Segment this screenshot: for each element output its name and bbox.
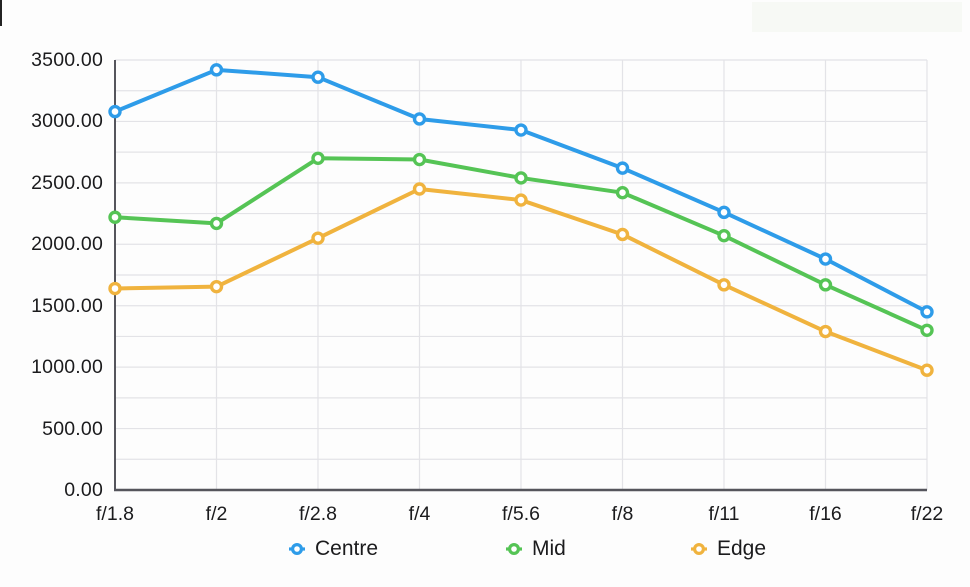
x-tick-label: f/5.6 xyxy=(502,503,540,525)
y-tick-label: 0.00 xyxy=(64,479,103,501)
data-point-edge-f-1-8 xyxy=(108,281,122,296)
data-point-mid-f-11 xyxy=(717,228,731,243)
legend-item-edge: Edge xyxy=(690,537,766,561)
data-point-mid-f-2 xyxy=(209,216,224,231)
legend-item-mid: Mid xyxy=(505,537,566,561)
x-tick-label: f/4 xyxy=(408,503,431,525)
data-point-edge-f-8 xyxy=(615,227,630,242)
y-tick-label: 1000.00 xyxy=(31,356,103,379)
y-tick-label: 1500.00 xyxy=(31,294,103,317)
x-tick-label: f/2 xyxy=(205,503,228,525)
legend-item-centre: Centre xyxy=(288,537,378,561)
x-tick-label: f/11 xyxy=(708,503,740,525)
data-point-centre-f-5-6 xyxy=(514,123,528,137)
screen-edge-artifact xyxy=(0,0,2,26)
data-point-centre-f-2-8 xyxy=(311,70,325,84)
legend-marker-icon xyxy=(506,542,522,556)
legend-marker-icon xyxy=(691,542,707,556)
data-point-centre-f-16 xyxy=(818,252,833,266)
legend-label: Centre xyxy=(315,537,379,560)
legend-marker-icon xyxy=(289,542,305,556)
y-tick-label: 2500.00 xyxy=(31,171,103,194)
legend-label: Edge xyxy=(717,537,767,560)
data-point-centre-f-22 xyxy=(920,305,934,319)
y-tick-label: 2000.00 xyxy=(31,233,103,256)
data-point-edge-f-5-6 xyxy=(514,193,528,207)
x-tick-label: f/22 xyxy=(910,503,944,525)
overlay-artifact xyxy=(752,2,962,32)
x-tick-label: f/16 xyxy=(809,503,842,525)
data-point-edge-f-4 xyxy=(412,182,427,196)
data-point-mid-f-5-6 xyxy=(514,171,528,185)
data-point-mid-f-22 xyxy=(920,323,934,337)
data-point-mid-f-8 xyxy=(615,185,630,200)
data-point-centre-f-11 xyxy=(717,205,731,220)
data-point-centre-f-8 xyxy=(615,161,630,175)
data-point-mid-f-1-8 xyxy=(108,210,122,224)
y-tick-label: 500.00 xyxy=(42,417,103,440)
legend-label: Mid xyxy=(532,537,566,560)
data-point-mid-f-2-8 xyxy=(311,151,325,165)
data-point-edge-f-2 xyxy=(209,279,224,294)
x-tick-label: f/2.8 xyxy=(299,503,337,525)
data-point-edge-f-22 xyxy=(920,363,934,377)
data-point-centre-f-4 xyxy=(412,112,427,126)
data-point-mid-f-4 xyxy=(412,152,427,167)
data-point-edge-f-2-8 xyxy=(311,231,325,245)
data-point-edge-f-11 xyxy=(717,278,731,292)
data-point-mid-f-16 xyxy=(818,278,833,292)
data-point-edge-f-16 xyxy=(818,324,833,339)
data-point-centre-f-2 xyxy=(209,63,224,77)
y-tick-label: 3500.00 xyxy=(31,49,103,71)
x-tick-label: f/8 xyxy=(611,503,634,525)
data-point-centre-f-1-8 xyxy=(108,104,122,119)
y-tick-label: 3000.00 xyxy=(31,110,103,133)
x-tick-label: f/1.8 xyxy=(96,503,134,525)
